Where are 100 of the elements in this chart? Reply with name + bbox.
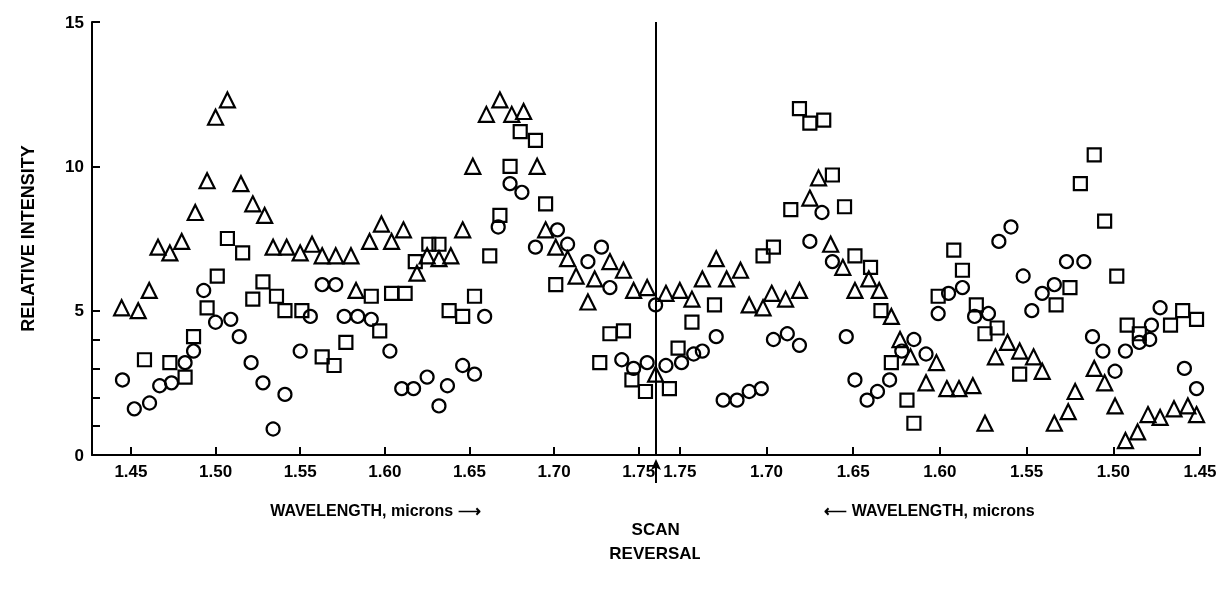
point — [161, 244, 179, 262]
point — [548, 277, 564, 293]
point — [559, 250, 577, 268]
point — [684, 314, 700, 330]
point — [814, 204, 830, 221]
point — [683, 290, 701, 308]
point — [302, 308, 318, 325]
point — [243, 355, 259, 371]
point — [1034, 285, 1050, 301]
point — [528, 157, 546, 175]
point — [430, 250, 448, 268]
point — [277, 386, 293, 402]
point — [394, 221, 413, 239]
point — [1003, 219, 1019, 235]
point — [791, 101, 808, 117]
point — [244, 195, 262, 213]
point — [265, 421, 281, 437]
point — [163, 375, 180, 391]
point — [802, 233, 818, 249]
point — [715, 392, 731, 408]
point — [624, 372, 640, 388]
point — [967, 308, 983, 325]
point — [862, 259, 879, 275]
point — [601, 252, 619, 271]
point — [219, 230, 235, 247]
point — [976, 414, 994, 432]
point — [834, 258, 852, 276]
point — [294, 303, 310, 319]
point — [512, 124, 528, 140]
point — [347, 281, 365, 300]
point — [185, 329, 202, 345]
point — [579, 293, 597, 311]
point — [455, 308, 471, 325]
point — [185, 343, 202, 359]
point — [906, 331, 922, 348]
point — [824, 167, 840, 183]
point — [419, 369, 435, 385]
point — [421, 236, 437, 252]
point — [1033, 362, 1051, 380]
point — [1096, 374, 1114, 392]
point — [1143, 317, 1160, 333]
point — [847, 372, 863, 388]
point — [466, 366, 483, 382]
point — [882, 372, 898, 388]
y-tick-label: 15 — [65, 12, 84, 32]
point — [490, 219, 506, 235]
point — [207, 314, 224, 330]
point — [1072, 176, 1088, 192]
point — [658, 357, 674, 374]
point — [592, 355, 608, 371]
point — [1097, 213, 1113, 229]
point — [232, 175, 250, 193]
point — [442, 247, 460, 265]
point — [162, 355, 178, 371]
point — [198, 172, 216, 190]
point — [464, 157, 482, 175]
point — [1076, 254, 1092, 270]
point — [350, 308, 366, 325]
point — [549, 222, 566, 238]
x-axis-title: ⟵ WAVELENGTH, microns — [824, 501, 1035, 519]
point — [824, 254, 840, 270]
point — [126, 401, 142, 417]
point — [173, 232, 191, 250]
point — [1045, 414, 1063, 432]
point — [1109, 268, 1125, 284]
point — [1131, 334, 1147, 351]
point — [838, 329, 854, 345]
point — [870, 281, 888, 300]
point — [256, 206, 274, 225]
point — [718, 270, 736, 288]
point — [1048, 297, 1064, 313]
point — [278, 238, 296, 256]
point — [593, 239, 610, 255]
point — [614, 261, 633, 279]
x-tick-label: 1.70 — [749, 462, 784, 481]
point — [363, 311, 379, 327]
point — [790, 281, 809, 300]
point — [954, 279, 971, 296]
point — [883, 355, 899, 371]
point — [998, 333, 1017, 352]
point — [708, 329, 724, 345]
point — [129, 302, 147, 320]
point — [673, 355, 690, 371]
x-tick-label: 1.50 — [199, 462, 233, 481]
point — [801, 189, 819, 207]
point — [1066, 382, 1084, 401]
point — [1085, 359, 1103, 377]
point — [503, 105, 521, 123]
point — [314, 349, 330, 365]
x-tick-label: 1.65 — [452, 462, 486, 481]
point — [418, 247, 436, 265]
y-tick-label: 0 — [74, 445, 84, 465]
point — [869, 383, 886, 400]
point — [615, 323, 632, 339]
x-tick-label: 1.50 — [1096, 462, 1130, 481]
point — [1095, 343, 1111, 359]
point — [1188, 311, 1205, 327]
point — [1084, 329, 1101, 345]
point — [383, 285, 400, 301]
point — [491, 91, 509, 109]
